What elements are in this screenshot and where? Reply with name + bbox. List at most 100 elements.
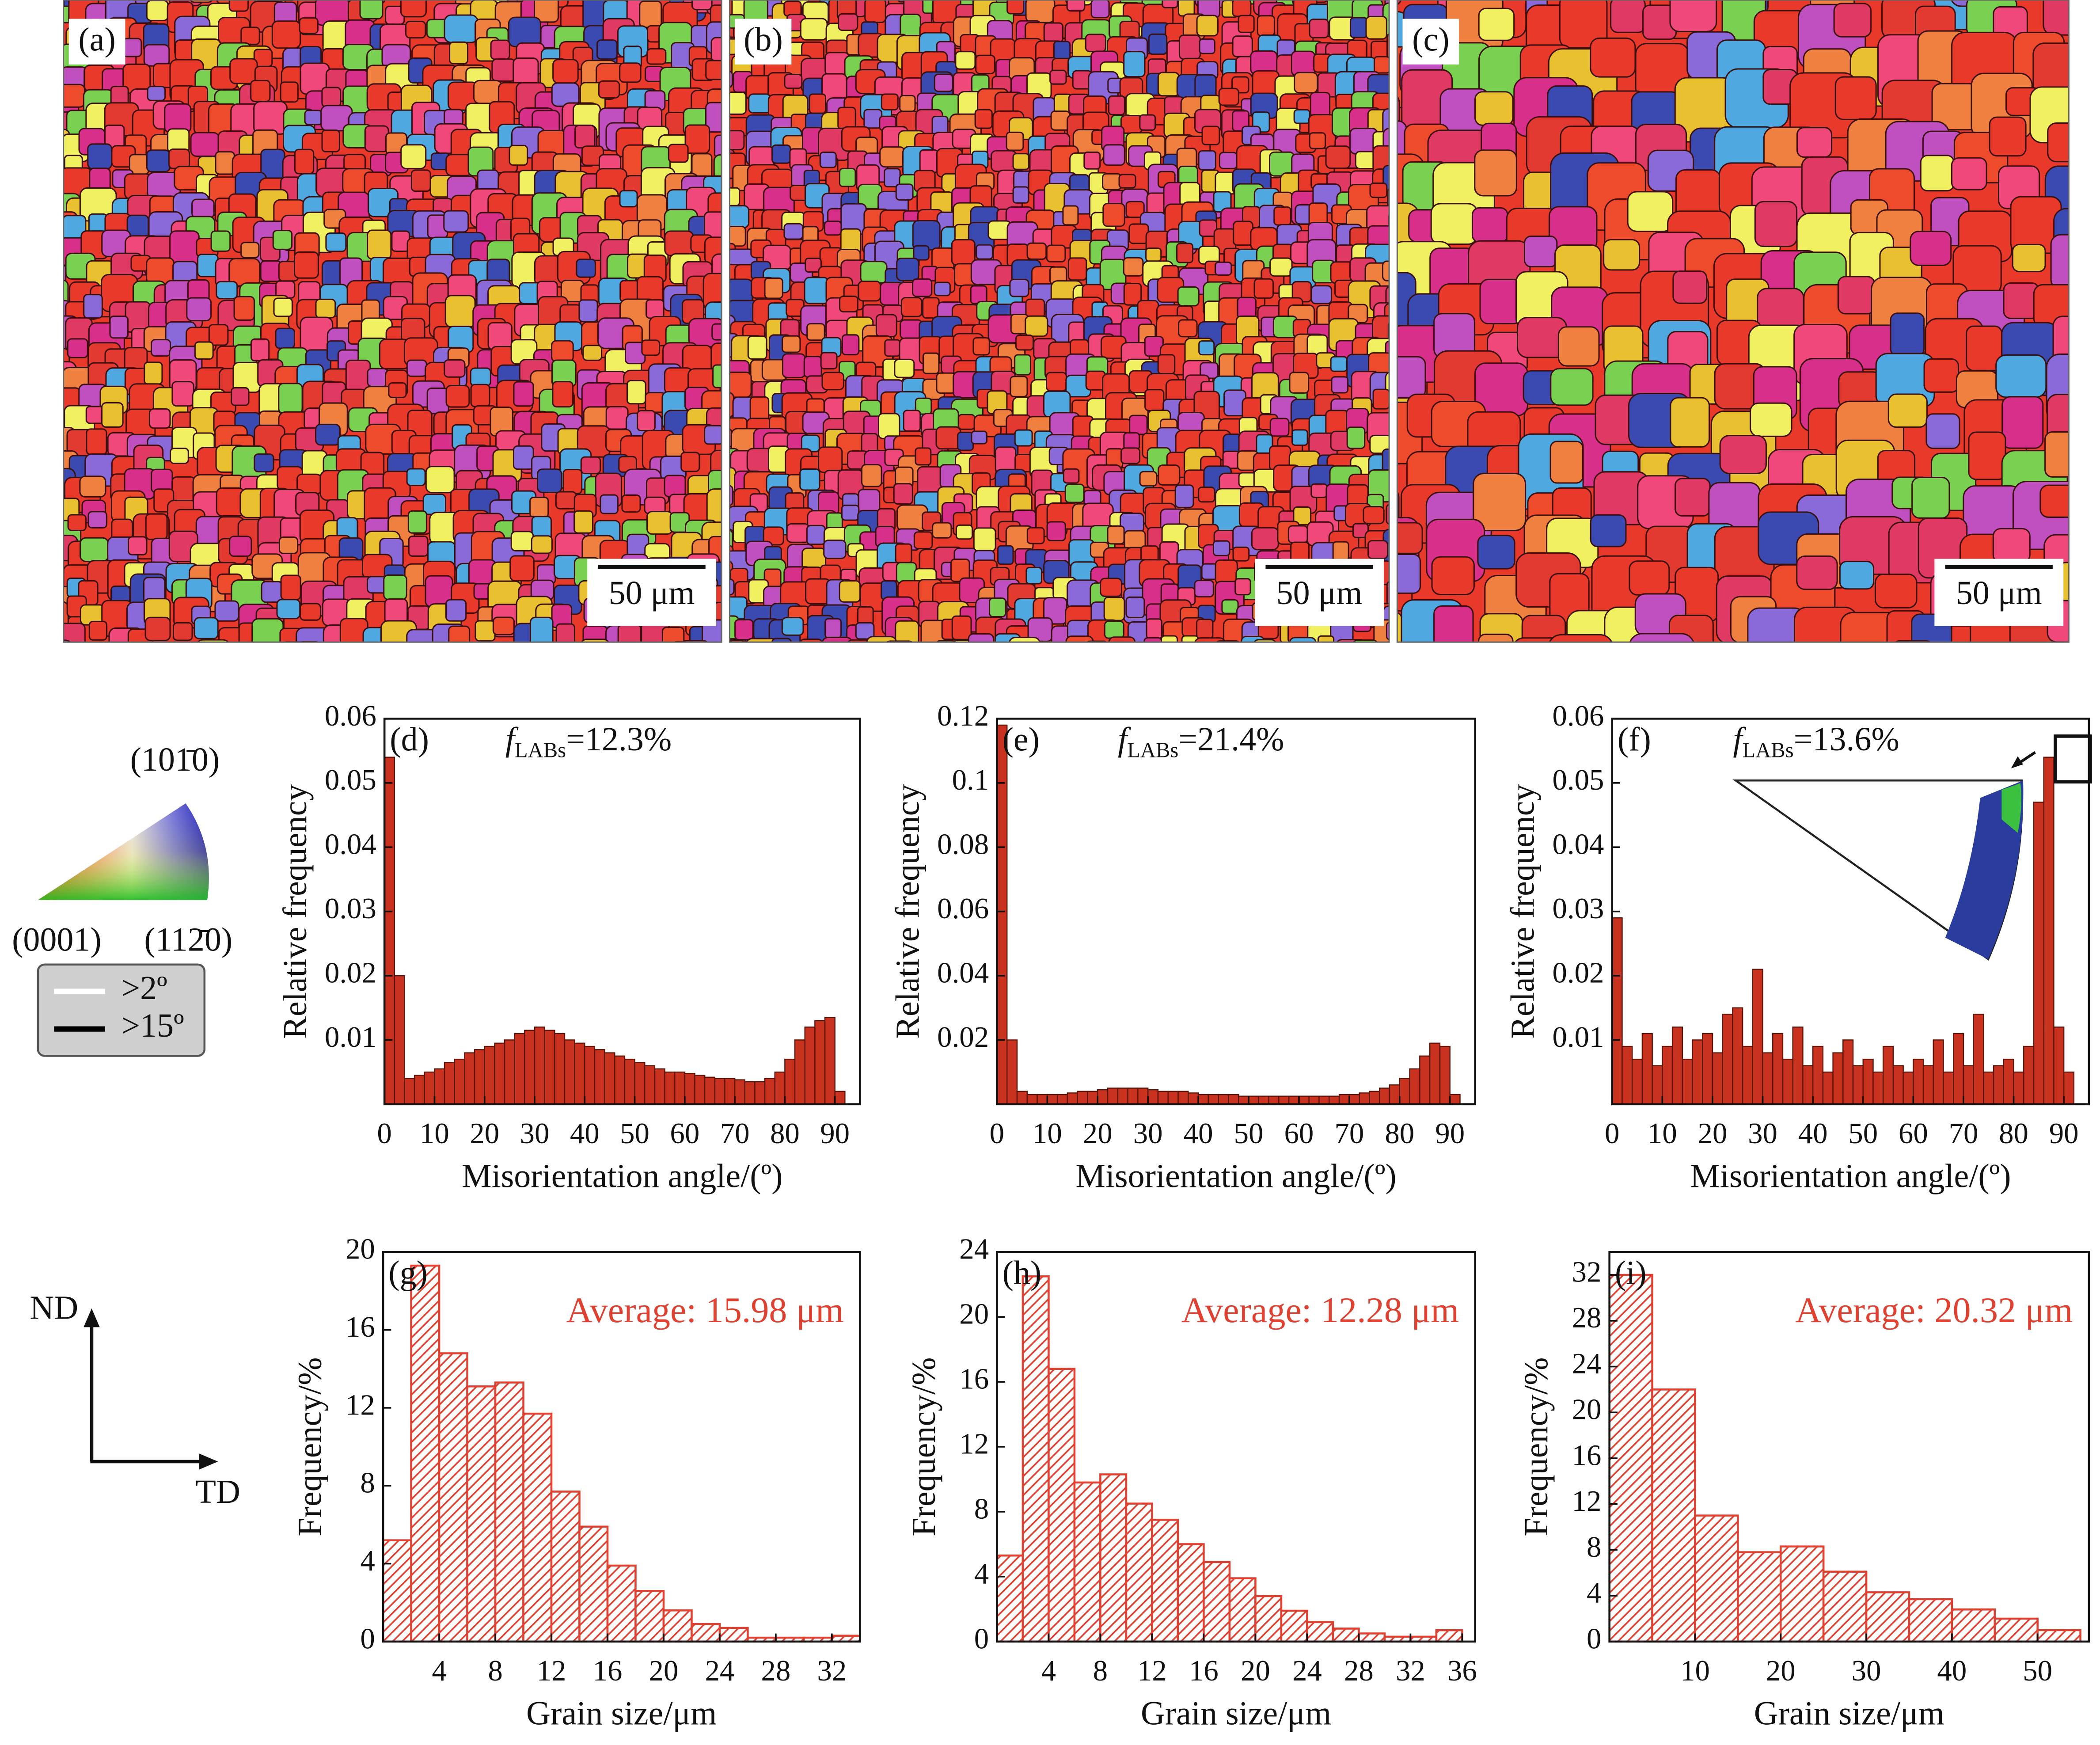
grain	[1796, 127, 1833, 158]
grain	[406, 468, 426, 487]
grain	[513, 445, 534, 470]
grain	[1232, 35, 1253, 57]
grain	[1427, 648, 1492, 722]
grain	[875, 314, 897, 338]
grain	[704, 425, 722, 445]
grain	[956, 657, 974, 675]
bar	[704, 1076, 716, 1104]
bar	[1435, 1629, 1463, 1642]
grain	[1218, 87, 1239, 106]
plot-frame	[1608, 1251, 2090, 1643]
grain	[516, 644, 548, 678]
grain	[1102, 173, 1122, 190]
grain	[1372, 388, 1390, 410]
bar	[764, 1078, 775, 1104]
bar	[1702, 1033, 1713, 1104]
grain	[280, 574, 301, 601]
grain	[1294, 72, 1318, 94]
grain	[1923, 358, 1959, 393]
grain	[1123, 282, 1142, 306]
grain	[1590, 514, 1627, 547]
grain	[83, 294, 103, 319]
x-axis-label: Grain size/μm	[1754, 1695, 1944, 1732]
x-axis-label: Grain size/μm	[1141, 1695, 1331, 1732]
grain	[365, 650, 386, 677]
grain	[208, 324, 229, 346]
grain	[254, 453, 274, 473]
bar	[1278, 1095, 1290, 1104]
bar	[1107, 1087, 1119, 1104]
grain	[283, 641, 309, 642]
x-tick-label: 20	[1241, 1654, 1270, 1687]
grain	[1072, 662, 1087, 675]
grain	[1026, 527, 1045, 544]
grain	[216, 281, 238, 300]
grain	[1086, 640, 1108, 642]
grain	[425, 466, 455, 494]
grain	[426, 387, 449, 414]
grain	[781, 335, 801, 353]
grain	[191, 198, 215, 219]
grain	[576, 259, 596, 278]
bar	[1306, 1621, 1334, 1642]
scale-label: 50 μm	[609, 574, 695, 612]
grain	[1176, 243, 1194, 263]
td-arrow-head	[199, 1453, 218, 1470]
bar	[1862, 1058, 1874, 1104]
bar	[1125, 1502, 1153, 1642]
grain	[932, 522, 952, 539]
bar	[1732, 1007, 1743, 1104]
grain	[1233, 221, 1253, 246]
grain	[2039, 484, 2069, 518]
annotation: fLABs=13.6%	[1733, 721, 1899, 762]
grain	[1178, 319, 1198, 338]
grain	[1009, 637, 1041, 642]
bar	[774, 1071, 786, 1104]
grain	[260, 260, 282, 282]
grain	[529, 497, 549, 518]
grain	[1010, 376, 1028, 397]
y-axis-label: Relative frequency	[889, 784, 926, 1039]
grain	[1330, 356, 1348, 372]
bar	[1671, 1026, 1683, 1104]
bar	[606, 1564, 637, 1642]
grain	[1198, 340, 1215, 356]
bar	[834, 1091, 846, 1104]
x-tick-label: 36	[1447, 1654, 1477, 1687]
grain	[855, 622, 875, 640]
grain	[1177, 658, 1203, 691]
x-tick-label: 24	[705, 1654, 734, 1687]
bar	[1318, 1095, 1330, 1104]
grain	[315, 423, 341, 446]
x-tick-label: 80	[1385, 1117, 1414, 1150]
grain	[682, 640, 708, 642]
bar	[1737, 1551, 1782, 1642]
grain	[1968, 431, 2006, 480]
x-tick-label: 10	[1648, 1117, 1677, 1150]
grain	[1479, 278, 1523, 325]
y-tick-label: 12	[959, 1427, 989, 1460]
bar	[1429, 1042, 1441, 1104]
grain	[680, 452, 700, 472]
grain	[509, 555, 535, 582]
grain	[858, 489, 881, 514]
grain	[621, 494, 641, 513]
grain	[1232, 546, 1250, 562]
bar	[662, 1609, 693, 1642]
x-tick-label: 28	[1344, 1654, 1374, 1687]
grain	[1590, 37, 1636, 78]
map-frame	[63, 0, 722, 643]
bar	[1338, 1094, 1350, 1104]
grain	[799, 468, 820, 491]
bar	[1779, 1545, 1825, 1642]
bar	[724, 1078, 736, 1104]
grain	[250, 80, 271, 102]
grain	[729, 205, 750, 228]
grain	[2082, 237, 2100, 276]
map-label-box	[1402, 19, 1459, 65]
grain	[1750, 402, 1792, 437]
bar	[2043, 757, 2054, 1104]
grain	[1212, 540, 1230, 556]
grain	[271, 20, 301, 49]
y-tick-label: 20	[1572, 1393, 1602, 1426]
